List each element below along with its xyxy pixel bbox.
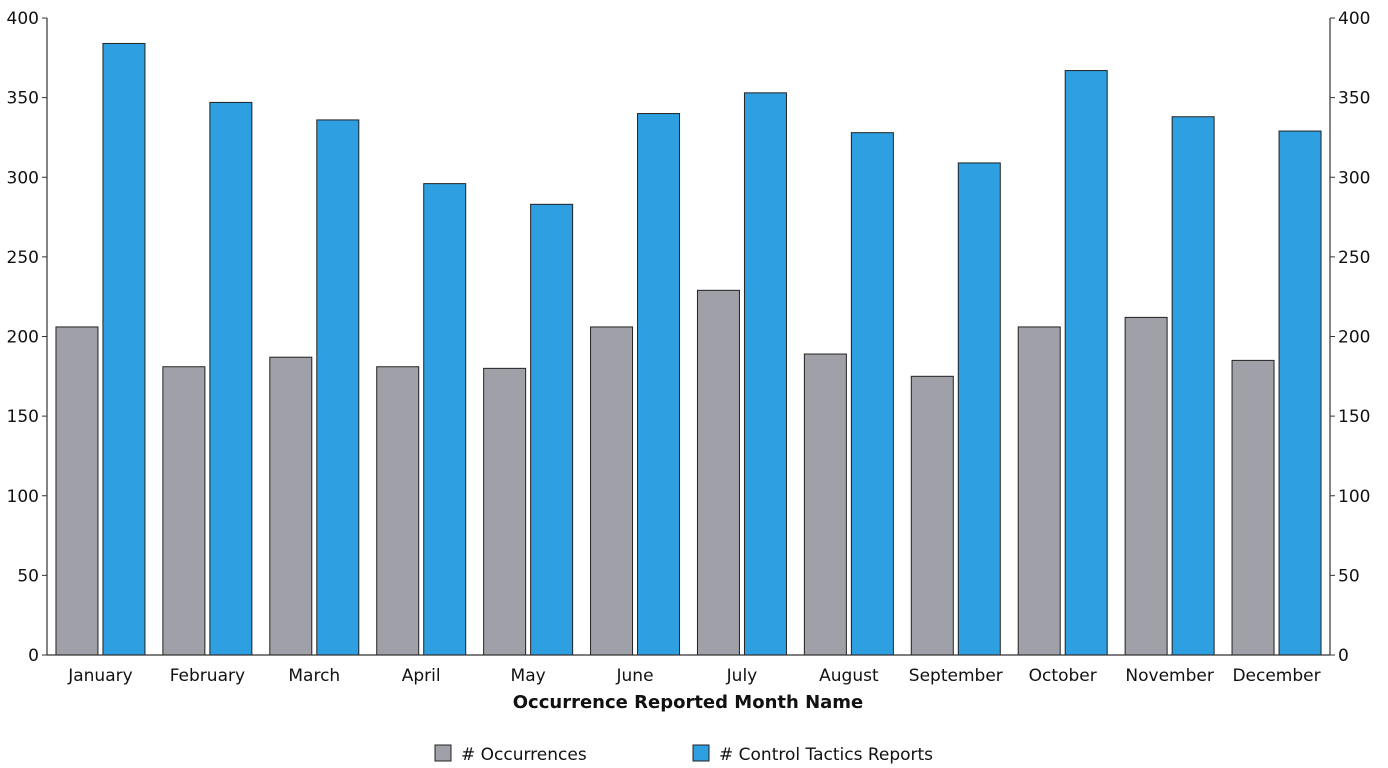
bar-occurrences-june — [590, 326, 634, 656]
x-tick-label: July — [726, 666, 758, 686]
x-tick-label: August — [819, 666, 879, 686]
left-tick-label: 0 — [28, 646, 39, 666]
bar-occurrences-march — [269, 356, 313, 656]
left-tick-label: 350 — [7, 89, 39, 109]
bar-occurrences-november — [1124, 316, 1168, 656]
bar-control-tactics-september — [957, 162, 1001, 656]
right-y-axis: 0 50 100 150 200 250 300 350 400 — [1330, 9, 1370, 666]
right-tick-label: 100 — [1338, 487, 1370, 507]
right-tick-label: 350 — [1338, 89, 1370, 109]
bar-occurrences-december — [1231, 359, 1275, 656]
legend-label: # Control Tactics Reports — [719, 745, 933, 765]
right-tick-label: 50 — [1338, 566, 1360, 586]
x-tick-label: December — [1232, 666, 1320, 686]
bar-control-tactics-july — [743, 92, 787, 656]
bar-control-tactics-march — [316, 119, 360, 656]
bar-occurrences-april — [376, 366, 420, 656]
x-tick-label: September — [909, 666, 1003, 686]
x-tick-label: October — [1029, 666, 1097, 686]
x-tick-label: January — [67, 666, 132, 686]
bar-control-tactics-april — [423, 183, 467, 656]
bar-control-tactics-february — [209, 101, 253, 656]
x-tick-label: February — [170, 666, 245, 686]
left-tick-label: 50 — [17, 566, 39, 586]
left-tick-label: 300 — [7, 168, 39, 188]
right-tick-label: 300 — [1338, 168, 1370, 188]
bar-control-tactics-january — [102, 42, 146, 656]
x-axis-title: Occurrence Reported Month Name — [513, 692, 864, 713]
legend: # Occurrences # Control Tactics Reports — [434, 744, 933, 765]
left-tick-label: 250 — [7, 248, 39, 268]
x-tick-label: June — [616, 666, 654, 686]
legend-swatch — [434, 744, 452, 762]
right-tick-label: 400 — [1338, 9, 1370, 29]
right-tick-label: 200 — [1338, 328, 1370, 348]
x-tick-label: April — [402, 666, 441, 686]
bar-control-tactics-june — [637, 113, 681, 656]
left-y-axis: 0 50 100 150 200 250 300 350 400 — [7, 9, 47, 666]
left-tick-label: 150 — [7, 407, 39, 427]
bar-occurrences-january — [55, 326, 99, 656]
bar-occurrences-july — [696, 289, 740, 656]
bar-occurrences-may — [483, 367, 527, 656]
bar-occurrences-august — [803, 353, 847, 656]
bar-occurrences-september — [910, 375, 954, 656]
right-tick-label: 250 — [1338, 248, 1370, 268]
bar-occurrences-february — [162, 366, 206, 656]
left-tick-label: 200 — [7, 328, 39, 348]
left-tick-label: 100 — [7, 487, 39, 507]
bars-group — [55, 42, 1322, 656]
x-tick-label: November — [1125, 666, 1213, 686]
bar-control-tactics-august — [850, 132, 894, 656]
right-tick-label: 150 — [1338, 407, 1370, 427]
bar-control-tactics-december — [1278, 130, 1322, 656]
bar-control-tactics-may — [530, 203, 574, 656]
x-axis-labels: January February March April May June July Augu… — [67, 666, 1320, 686]
bar-control-tactics-november — [1171, 116, 1215, 656]
legend-label: # Occurrences — [461, 745, 587, 765]
right-tick-label: 0 — [1338, 646, 1349, 666]
x-tick-label: May — [511, 666, 546, 686]
bar-occurrences-october — [1017, 326, 1061, 656]
left-tick-label: 400 — [7, 9, 39, 29]
legend-swatch — [692, 744, 710, 762]
bar-control-tactics-october — [1064, 70, 1108, 656]
x-tick-label: March — [288, 666, 340, 686]
